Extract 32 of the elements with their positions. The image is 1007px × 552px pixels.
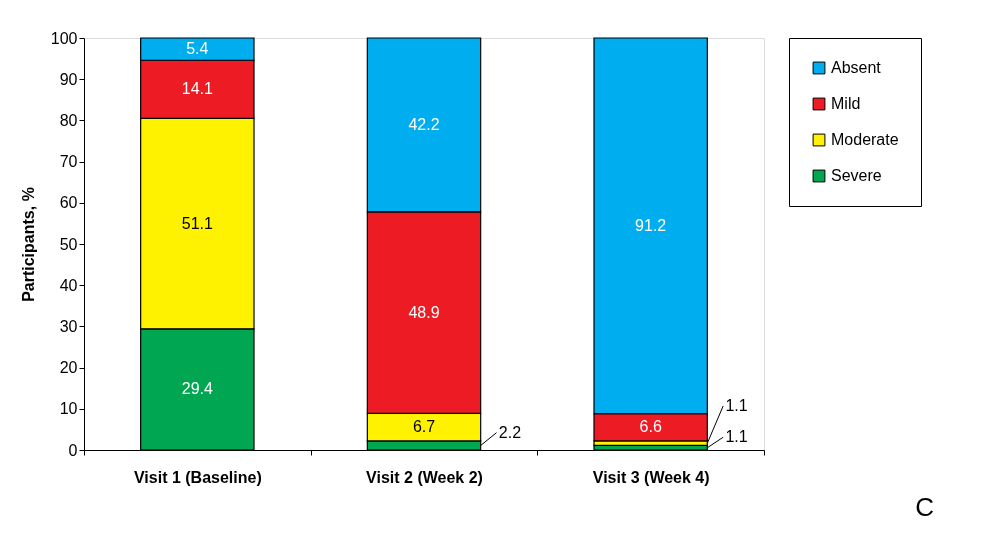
data-label: 2.2 <box>498 423 522 441</box>
data-label: 14.1 <box>181 80 214 98</box>
data-label: 1.1 <box>725 428 748 446</box>
y-axis-title: Participants, % <box>19 187 37 302</box>
y-tick-label: 70 <box>59 153 78 171</box>
y-tick-label: 40 <box>59 276 78 294</box>
x-tick-label: Visit 2 (Week 2) <box>366 468 483 486</box>
data-label: 48.9 <box>408 303 440 321</box>
data-label: 1.1 <box>725 396 748 414</box>
x-tick-label: Visit 3 (Week 4) <box>592 468 710 486</box>
y-tick-label: 100 <box>50 29 78 47</box>
legend-label: Moderate <box>831 131 899 148</box>
y-tick-label: 80 <box>59 111 78 129</box>
data-label: 6.7 <box>412 418 436 436</box>
y-tick-label: 60 <box>59 194 78 212</box>
data-label: 51.1 <box>181 214 214 232</box>
data-label: 91.2 <box>635 216 667 234</box>
legend-label: Absent <box>831 59 882 76</box>
data-label: 5.4 <box>186 40 209 58</box>
data-label: 42.2 <box>408 115 440 133</box>
y-tick-label: 90 <box>59 70 78 88</box>
y-tick-label: 10 <box>59 400 78 418</box>
legend-label: Severe <box>831 167 882 184</box>
text: C <box>915 492 934 522</box>
legend-label: Mild <box>831 95 861 112</box>
y-tick-label: 20 <box>59 359 78 377</box>
data-label: 29.4 <box>181 380 214 398</box>
y-tick-label: 0 <box>68 441 78 459</box>
x-tick-label: Visit 1 (Baseline) <box>133 468 262 486</box>
y-tick-label: 30 <box>59 317 78 335</box>
data-label: 6.6 <box>639 418 662 436</box>
y-tick-label: 50 <box>59 235 78 253</box>
